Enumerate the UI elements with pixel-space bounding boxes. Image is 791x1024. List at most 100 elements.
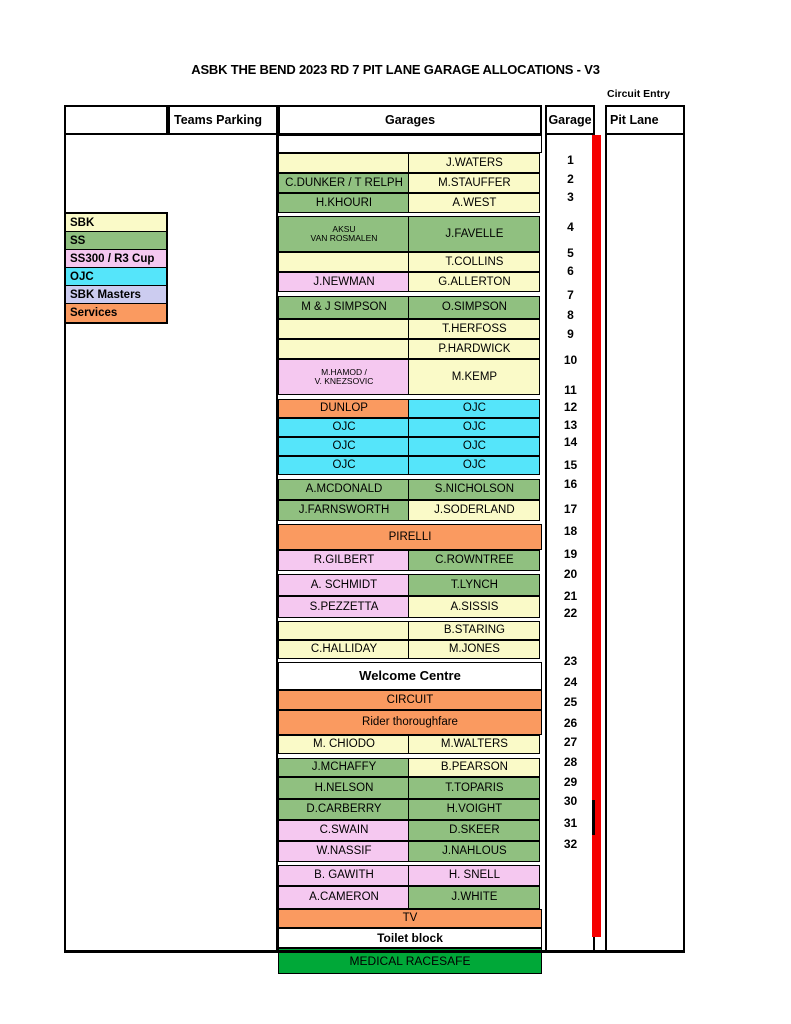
garage-number: 28 [563,755,578,770]
garage-cell-left: D.CARBERRY [278,799,410,820]
garage-cell-left: OJC [278,456,410,475]
garage-cell-full: Rider thoroughfare [278,710,542,735]
garage-cell-right: M.STAUFFER [408,173,541,193]
garage-row: P.HARDWICK [278,339,542,359]
garage-number: 10 [563,353,578,367]
pit-lane-black-marker [592,800,595,835]
legend-item: Services [66,304,166,322]
garage-cell-left: A.MCDONALD [278,479,410,500]
garage-cell-full: Welcome Centre [278,662,542,690]
legend-item: SS [66,232,166,250]
garage-cell-full: CIRCUIT [278,690,542,710]
garage-number: 11 [564,382,577,397]
header-cell-garage-number: Garage [545,105,595,135]
garage-cell-left: J.MCHAFFY [278,758,410,777]
garage-cell-right: J.WATERS [408,153,541,173]
garage-cell-left [278,153,410,173]
garage-row: J.MCHAFFY B.PEARSON [278,758,542,777]
garage-row: C.SWAIN D.SKEER [278,820,542,841]
garage-cell-right: T.HERFOSS [408,319,541,339]
garage-cell-left: M & J SIMPSON [278,296,410,319]
garage-number: 19 [563,546,578,561]
garage-cell-left: R.GILBERT [278,550,410,571]
garage-cell-left: C.DUNKER / T RELPH [278,173,410,193]
header-cell-pit-lane: Pit Lane [605,105,685,135]
garage-cell-right: B.PEARSON [408,758,541,777]
garage-number: 31 [563,816,578,831]
garage-number: 6 [567,264,574,279]
garage-number: 24 [563,674,578,689]
garage-cell-left: AKSU VAN ROSMALEN [278,216,410,252]
garage-row: S.PEZZETTA A.SISSIS [278,596,542,618]
garage-number: 1 [567,153,574,168]
garage-row: AKSU VAN ROSMALEN J.FAVELLE [278,216,542,252]
garage-cell-right: OJC [408,418,541,437]
legend-item: OJC [66,268,166,286]
class-color-legend: SBK SS SS300 / R3 Cup OJC SBK Masters Service… [64,212,168,324]
garage-row: TV [278,909,542,928]
garage-number: 18 [563,523,578,538]
garage-row: M & J SIMPSON O.SIMPSON [278,296,542,319]
garage-number: 20 [563,567,578,581]
garage-row: B.STARING [278,621,542,640]
garage-row: H.NELSON T.TOPARIS [278,777,542,799]
garage-cell-right: P.HARDWICK [408,339,541,359]
garage-cell-right: C.ROWNTREE [408,550,541,571]
garage-row: A.MCDONALD S.NICHOLSON [278,479,542,500]
garage-cell-left: J.NEWMAN [278,272,410,292]
garage-number: 9 [567,326,574,341]
garage-row: J.FARNSWORTH J.SODERLAND [278,500,542,521]
garage-cell-left: OJC [278,418,410,437]
garage-cell-left: J.FARNSWORTH [278,500,410,521]
garage-row: J.NEWMAN G.ALLERTON [278,272,542,292]
garage-cell-left [278,252,410,272]
header-cell-teams-parking: Teams Parking [168,105,278,135]
garage-cell-left [278,339,410,359]
garage-row: C.DUNKER / T RELPH M.STAUFFER [278,173,542,193]
garage-cell-left: S.PEZZETTA [278,596,410,618]
garage-row: OJC OJC [278,437,542,456]
garage-number: 7 [567,288,574,303]
garage-cell-right: H. SNELL [408,865,541,886]
garage-number: 16 [563,476,578,491]
garage-number: 26 [563,716,578,731]
garage-row: D.CARBERRY H.VOIGHT [278,799,542,820]
garage-allocation-grid: J.WATERS C.DUNKER / T RELPH M.STAUFFER H.KH… [278,135,542,974]
garage-number: 32 [563,836,578,851]
garage-cell-right: M.KEMP [408,359,541,395]
garage-row [278,135,542,153]
garage-number-column: 1 2 3 4 5 6 7 8 9 10 11 12 13 14 15 16 17 18 19 20 21 22 23 24 2… [545,135,595,952]
garage-cell-left: B. GAWITH [278,865,410,886]
garage-cell-right: J.FAVELLE [408,216,541,252]
garage-cell-right: T.TOPARIS [408,777,541,799]
garage-row: J.WATERS [278,153,542,173]
garage-row: Rider thoroughfare [278,710,542,735]
header-cell-garages: Garages [278,105,542,135]
garage-number: 25 [563,694,578,709]
garage-row: R.GILBERT C.ROWNTREE [278,550,542,571]
garage-cell-right: J.SODERLAND [408,500,541,521]
garage-number: 3 [567,190,574,205]
garage-row: A. SCHMIDT T.LYNCH [278,574,542,596]
garage-row: C.HALLIDAY M.JONES [278,640,542,659]
garage-cell-left: H.KHOURI [278,193,410,213]
garage-number: 5 [567,246,574,260]
legend-item-label: SS300 / R3 Cup [70,252,155,265]
garage-cell-right: G.ALLERTON [408,272,541,292]
garage-cell-right: H.VOIGHT [408,799,541,820]
garage-number: 23 [563,653,578,668]
table-bottom-border [64,950,685,953]
garage-row: T.COLLINS [278,252,542,272]
garage-cell-right: M.JONES [408,640,541,659]
garage-row: CIRCUIT [278,690,542,710]
garage-cell-right: D.SKEER [408,820,541,841]
garage-number: 21 [563,588,578,603]
teams-parking-column [64,135,278,952]
garage-number: 15 [563,457,578,472]
garage-cell-right: T.LYNCH [408,574,541,596]
garage-row: Toilet block [278,928,542,948]
garage-row: Welcome Centre [278,662,542,690]
garage-cell-right: M.WALTERS [408,735,541,754]
garage-cell-left: C.SWAIN [278,820,410,841]
garage-cell-left: A.CAMERON [278,886,410,909]
